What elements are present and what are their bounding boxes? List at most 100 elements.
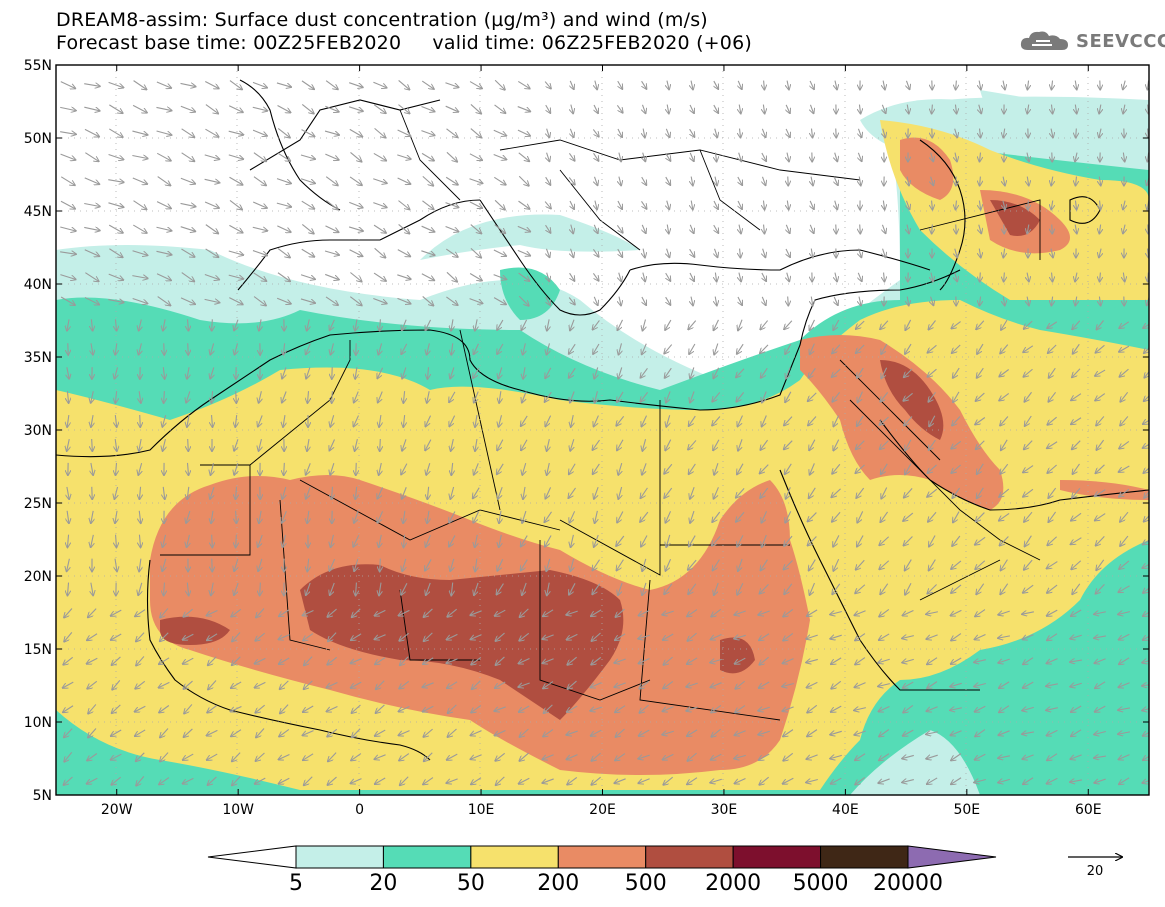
wind-arrow bbox=[449, 535, 456, 546]
wind-arrow bbox=[665, 439, 672, 451]
lon-label: 40E bbox=[832, 802, 859, 818]
wind-arrow bbox=[1096, 583, 1105, 593]
wind-arrow bbox=[354, 415, 359, 427]
wind-arrow bbox=[736, 488, 745, 497]
wind-arrow bbox=[1072, 368, 1081, 377]
wind-arrow bbox=[1047, 464, 1057, 473]
wind-arrow bbox=[1095, 369, 1106, 376]
wind-arrow bbox=[375, 609, 386, 615]
graticule bbox=[56, 65, 1149, 795]
wind-arrow bbox=[762, 152, 766, 161]
wind-arrow bbox=[282, 486, 286, 499]
wind-arrow bbox=[544, 81, 551, 89]
wind-arrow bbox=[714, 248, 717, 257]
wind-arrow bbox=[643, 319, 646, 330]
wind-arrow bbox=[1120, 535, 1129, 546]
wind-arrow bbox=[593, 463, 600, 474]
wind-arrow bbox=[234, 463, 238, 475]
wind-arrow bbox=[1052, 272, 1053, 282]
wind-arrow bbox=[180, 105, 195, 111]
wind-arrow bbox=[715, 152, 716, 162]
wind-arrow bbox=[499, 391, 501, 403]
wind-arrow bbox=[425, 319, 432, 330]
wind-arrow bbox=[446, 151, 457, 161]
lat-label: 30N bbox=[24, 423, 52, 439]
wind-arrow bbox=[163, 439, 166, 451]
wind-arrow bbox=[738, 439, 743, 450]
wind-arrow bbox=[1051, 248, 1053, 258]
wind-arrow bbox=[355, 319, 357, 330]
wind-arrow bbox=[114, 486, 117, 499]
wind-arrow bbox=[279, 609, 290, 616]
wind-arrow bbox=[132, 156, 147, 159]
wind-arrow bbox=[1148, 272, 1149, 282]
wind-arrow bbox=[522, 582, 527, 595]
wind-arrow bbox=[810, 224, 813, 233]
wind-arrow bbox=[1123, 200, 1125, 210]
wind-arrow bbox=[1000, 416, 1009, 425]
wind-arrow bbox=[883, 200, 884, 210]
lat-label: 10N bbox=[24, 715, 52, 731]
wind-arrow bbox=[763, 104, 764, 114]
wind-arrow bbox=[355, 438, 358, 451]
wind-arrow bbox=[426, 534, 431, 547]
wind-arrow bbox=[1119, 488, 1130, 496]
wind-arrow bbox=[928, 320, 936, 329]
wind-arrow bbox=[91, 534, 94, 547]
wind-arrow bbox=[85, 152, 98, 162]
wind-arrow bbox=[880, 583, 889, 595]
wind-arrow bbox=[449, 511, 456, 522]
wind-arrow bbox=[205, 128, 218, 137]
wind-arrow bbox=[157, 296, 171, 306]
wind-arrow bbox=[139, 534, 140, 548]
wind-arrow bbox=[1075, 80, 1076, 90]
wind-arrow bbox=[665, 152, 671, 161]
forecast-times: Forecast base time: 00Z25FEB2020 valid t… bbox=[56, 32, 752, 54]
wind-arrow bbox=[115, 367, 118, 378]
wind-arrow bbox=[1001, 439, 1008, 450]
wind-arrow bbox=[738, 176, 742, 185]
wind-arrow bbox=[473, 511, 480, 522]
wind-arrow bbox=[67, 415, 69, 427]
wind-arrow bbox=[616, 105, 622, 112]
wind-arrow bbox=[1000, 463, 1009, 474]
wind-arrow bbox=[301, 129, 315, 137]
wind-arrow bbox=[1027, 152, 1029, 162]
wind-arrow bbox=[1100, 272, 1101, 282]
wind-arrow bbox=[1096, 416, 1105, 425]
wind-arrow bbox=[301, 80, 314, 89]
wind-arrow bbox=[764, 224, 765, 234]
wind-arrow bbox=[856, 559, 865, 569]
wind-arrow bbox=[132, 297, 148, 303]
wind-arrow bbox=[664, 583, 673, 594]
wind-arrow bbox=[187, 367, 189, 378]
wind-arrow bbox=[67, 486, 69, 499]
wind-arrow bbox=[952, 416, 961, 426]
wind-arrow bbox=[1144, 370, 1149, 377]
wind-arrow bbox=[618, 128, 622, 137]
wind-arrow bbox=[446, 128, 458, 137]
wind-arrow bbox=[300, 154, 315, 159]
wind-arrow bbox=[236, 534, 237, 548]
wind-arrow bbox=[979, 200, 980, 210]
wind-arrow bbox=[714, 487, 719, 498]
wind-arrow bbox=[783, 560, 793, 570]
wind-arrow bbox=[332, 391, 333, 403]
wind-arrow bbox=[228, 154, 243, 159]
wind-arrow bbox=[325, 105, 338, 112]
wind-arrow bbox=[568, 487, 577, 498]
wind-arrow bbox=[84, 249, 99, 256]
wind-arrow bbox=[1025, 535, 1032, 547]
lon-label: 0 bbox=[355, 802, 364, 818]
wind-arrow bbox=[714, 582, 719, 595]
wind-arrow bbox=[67, 438, 70, 451]
wind-arrow bbox=[642, 343, 647, 355]
wind-arrow bbox=[953, 511, 960, 523]
wind-arrow bbox=[259, 439, 262, 451]
wind-arrow bbox=[927, 488, 938, 497]
wind-arrow bbox=[353, 535, 360, 546]
wind-arrow bbox=[738, 296, 742, 305]
wind-arrow bbox=[856, 344, 865, 353]
wind-arrow bbox=[521, 439, 528, 450]
wind-arrow bbox=[164, 391, 165, 403]
